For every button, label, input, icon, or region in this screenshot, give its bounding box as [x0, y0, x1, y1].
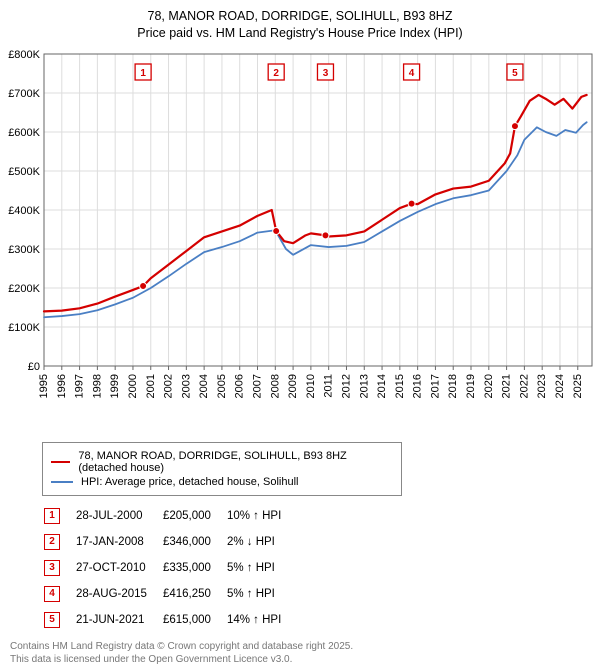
footnote-line-2: This data is licensed under the Open Gov… [10, 653, 590, 666]
sale-date: 21-JUN-2021 [76, 608, 161, 632]
svg-text:1: 1 [140, 68, 146, 79]
sale-price: £615,000 [163, 608, 225, 632]
line-chart: £0 £100K £200K £300K £400K £500K £600K £700K £80… [0, 46, 600, 436]
svg-text:2017: 2017 [429, 374, 441, 398]
svg-text:2006: 2006 [234, 374, 246, 398]
svg-text:3: 3 [323, 68, 329, 79]
svg-text:2010: 2010 [305, 374, 317, 398]
sale-price: £346,000 [163, 530, 225, 554]
sale-delta: 5% ↑ HPI [227, 556, 295, 580]
svg-text:1996: 1996 [56, 374, 68, 398]
sale-date: 28-AUG-2015 [76, 582, 161, 606]
svg-text:£700K: £700K [8, 88, 40, 100]
svg-text:2003: 2003 [180, 374, 192, 398]
svg-text:2012: 2012 [340, 374, 352, 398]
svg-text:2024: 2024 [554, 374, 566, 398]
footnote-line-1: Contains HM Land Registry data © Crown c… [10, 640, 590, 653]
svg-text:2005: 2005 [216, 374, 228, 398]
marker-chip: 3 [44, 560, 60, 576]
svg-text:2004: 2004 [198, 374, 210, 398]
legend-item: HPI: Average price, detached house, Soli… [51, 476, 393, 488]
svg-text:2018: 2018 [447, 374, 459, 398]
sale-date: 28-JUL-2000 [76, 504, 161, 528]
svg-text:2009: 2009 [287, 374, 299, 398]
legend-item: 78, MANOR ROAD, DORRIDGE, SOLIHULL, B93 … [51, 450, 393, 474]
sale-delta: 14% ↑ HPI [227, 608, 295, 632]
legend: 78, MANOR ROAD, DORRIDGE, SOLIHULL, B93 … [42, 442, 402, 496]
table-row: 4 28-AUG-2015£416,2505% ↑ HPI [44, 582, 295, 606]
marker-chip: 2 [44, 534, 60, 550]
table-row: 3 27-OCT-2010£335,0005% ↑ HPI [44, 556, 295, 580]
table-row: 1 28-JUL-2000£205,00010% ↑ HPI [44, 504, 295, 528]
footnote: Contains HM Land Registry data © Crown c… [10, 640, 590, 666]
sale-price: £205,000 [163, 504, 225, 528]
svg-text:4: 4 [409, 68, 415, 79]
sale-delta: 10% ↑ HPI [227, 504, 295, 528]
svg-text:2002: 2002 [163, 374, 175, 398]
sales-markers-table: 1 28-JUL-2000£205,00010% ↑ HPI 2 17-JAN-200… [42, 502, 297, 634]
svg-text:2: 2 [273, 68, 279, 79]
svg-text:2011: 2011 [323, 374, 335, 398]
svg-text:5: 5 [512, 68, 518, 79]
sale-delta: 2% ↓ HPI [227, 530, 295, 554]
svg-text:2021: 2021 [501, 374, 513, 398]
legend-label: HPI: Average price, detached house, Soli… [81, 476, 299, 488]
svg-text:£500K: £500K [8, 166, 40, 178]
chart-title: 78, MANOR ROAD, DORRIDGE, SOLIHULL, B93 … [0, 0, 600, 46]
svg-text:£0: £0 [28, 361, 40, 373]
marker-chip: 1 [44, 508, 60, 524]
svg-text:2014: 2014 [376, 374, 388, 398]
legend-swatch [51, 461, 70, 463]
table-row: 2 17-JAN-2008£346,0002% ↓ HPI [44, 530, 295, 554]
svg-text:2019: 2019 [465, 374, 477, 398]
sale-date: 17-JAN-2008 [76, 530, 161, 554]
svg-text:2001: 2001 [145, 374, 157, 398]
svg-text:2020: 2020 [483, 374, 495, 398]
svg-text:1997: 1997 [74, 374, 86, 398]
svg-text:1998: 1998 [91, 374, 103, 398]
svg-text:2000: 2000 [127, 374, 139, 398]
sale-delta: 5% ↑ HPI [227, 582, 295, 606]
svg-text:2025: 2025 [572, 374, 584, 398]
sale-price: £416,250 [163, 582, 225, 606]
table-row: 5 21-JUN-2021£615,00014% ↑ HPI [44, 608, 295, 632]
svg-text:£600K: £600K [8, 127, 40, 139]
legend-swatch [51, 481, 73, 483]
svg-text:1999: 1999 [109, 374, 121, 398]
sale-date: 27-OCT-2010 [76, 556, 161, 580]
title-line-2: Price paid vs. HM Land Registry's House … [10, 25, 590, 42]
title-line-1: 78, MANOR ROAD, DORRIDGE, SOLIHULL, B93 … [10, 8, 590, 25]
chart-container: £0 £100K £200K £300K £400K £500K £600K £700K £80… [0, 46, 600, 436]
svg-text:2007: 2007 [252, 374, 264, 398]
svg-text:2015: 2015 [394, 374, 406, 398]
svg-text:2016: 2016 [412, 374, 424, 398]
svg-text:£800K: £800K [8, 49, 40, 61]
marker-chip: 4 [44, 586, 60, 602]
legend-label: 78, MANOR ROAD, DORRIDGE, SOLIHULL, B93 … [78, 450, 393, 474]
svg-text:£400K: £400K [8, 205, 40, 217]
svg-text:£100K: £100K [8, 322, 40, 334]
svg-text:1995: 1995 [38, 374, 50, 398]
svg-text:2013: 2013 [358, 374, 370, 398]
svg-text:2023: 2023 [536, 374, 548, 398]
marker-chip: 5 [44, 612, 60, 628]
svg-text:£300K: £300K [8, 244, 40, 256]
sale-price: £335,000 [163, 556, 225, 580]
svg-text:2008: 2008 [269, 374, 281, 398]
svg-text:£200K: £200K [8, 283, 40, 295]
svg-text:2022: 2022 [518, 374, 530, 398]
